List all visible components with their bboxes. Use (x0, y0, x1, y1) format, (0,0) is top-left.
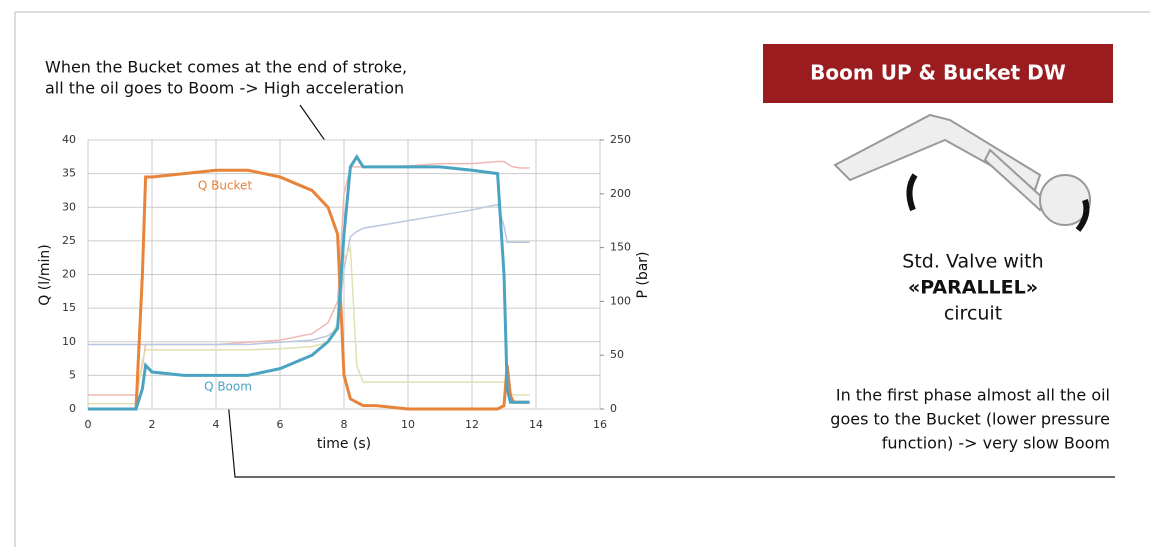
y2-axis-label: P (bar) (635, 251, 651, 298)
annotation: circuit (944, 303, 1002, 325)
series-label: Q Bucket (198, 179, 253, 193)
y-tick-label: 35 (62, 167, 76, 180)
x-tick-label: 10 (401, 418, 415, 431)
plot: 0 2 4 6 8 10 12 14 16051015202530354005010015020… (62, 133, 631, 431)
y-tick-label: 20 (62, 268, 76, 281)
y-tick-label: 0 (69, 402, 76, 415)
y2-tick-label: 50 (610, 348, 624, 361)
title: Boom UP & Bucket DW (810, 61, 1066, 85)
annotation: function) -> very slow Boom (882, 434, 1110, 453)
series-label: Q Boom (204, 380, 252, 394)
y2-tick-label: 100 (610, 294, 631, 307)
y-tick-label: 10 (62, 335, 76, 348)
x-tick-label: 2 (149, 418, 156, 431)
annotation: Std. Valve with (902, 251, 1043, 273)
y-tick-label: 5 (69, 368, 76, 381)
series-line (88, 154, 530, 411)
x-tick-label: 16 (593, 418, 607, 431)
x-tick-label: 8 (341, 418, 348, 431)
x-tick-label: 12 (465, 418, 479, 431)
y2-tick-label: 250 (610, 133, 631, 146)
y-tick-label: 15 (62, 301, 76, 314)
y-tick-label: 25 (62, 234, 76, 247)
excavator-illustration (833, 113, 1091, 226)
y2-tick-label: 150 (610, 241, 631, 254)
x-tick-label: 4 (213, 418, 220, 431)
y-tick-label: 30 (62, 200, 76, 213)
annotation: goes to the Bucket (lower pressure (830, 410, 1110, 429)
x-tick-label: 0 (85, 418, 92, 431)
annotation: all the oil goes to Boom -> High acceler… (45, 79, 404, 98)
y-tick-label: 40 (62, 133, 76, 146)
x-tick-label: 6 (277, 418, 284, 431)
annotation: When the Bucket comes at the end of stro… (45, 58, 407, 77)
title-box (763, 44, 1113, 103)
arrow-up (906, 173, 918, 212)
y-axis-label: Q (l/min) (37, 244, 53, 305)
series-line (88, 203, 530, 346)
y2-tick-label: 0 (610, 402, 617, 415)
arrow-down (1075, 199, 1090, 232)
x-axis-label: time (s) (317, 436, 371, 452)
y2-tick-label: 200 (610, 187, 631, 200)
annotation: In the first phase almost all the oil (836, 386, 1110, 405)
x-tick-label: 14 (529, 418, 543, 431)
annotation: «PARALLEL» (908, 277, 1038, 299)
